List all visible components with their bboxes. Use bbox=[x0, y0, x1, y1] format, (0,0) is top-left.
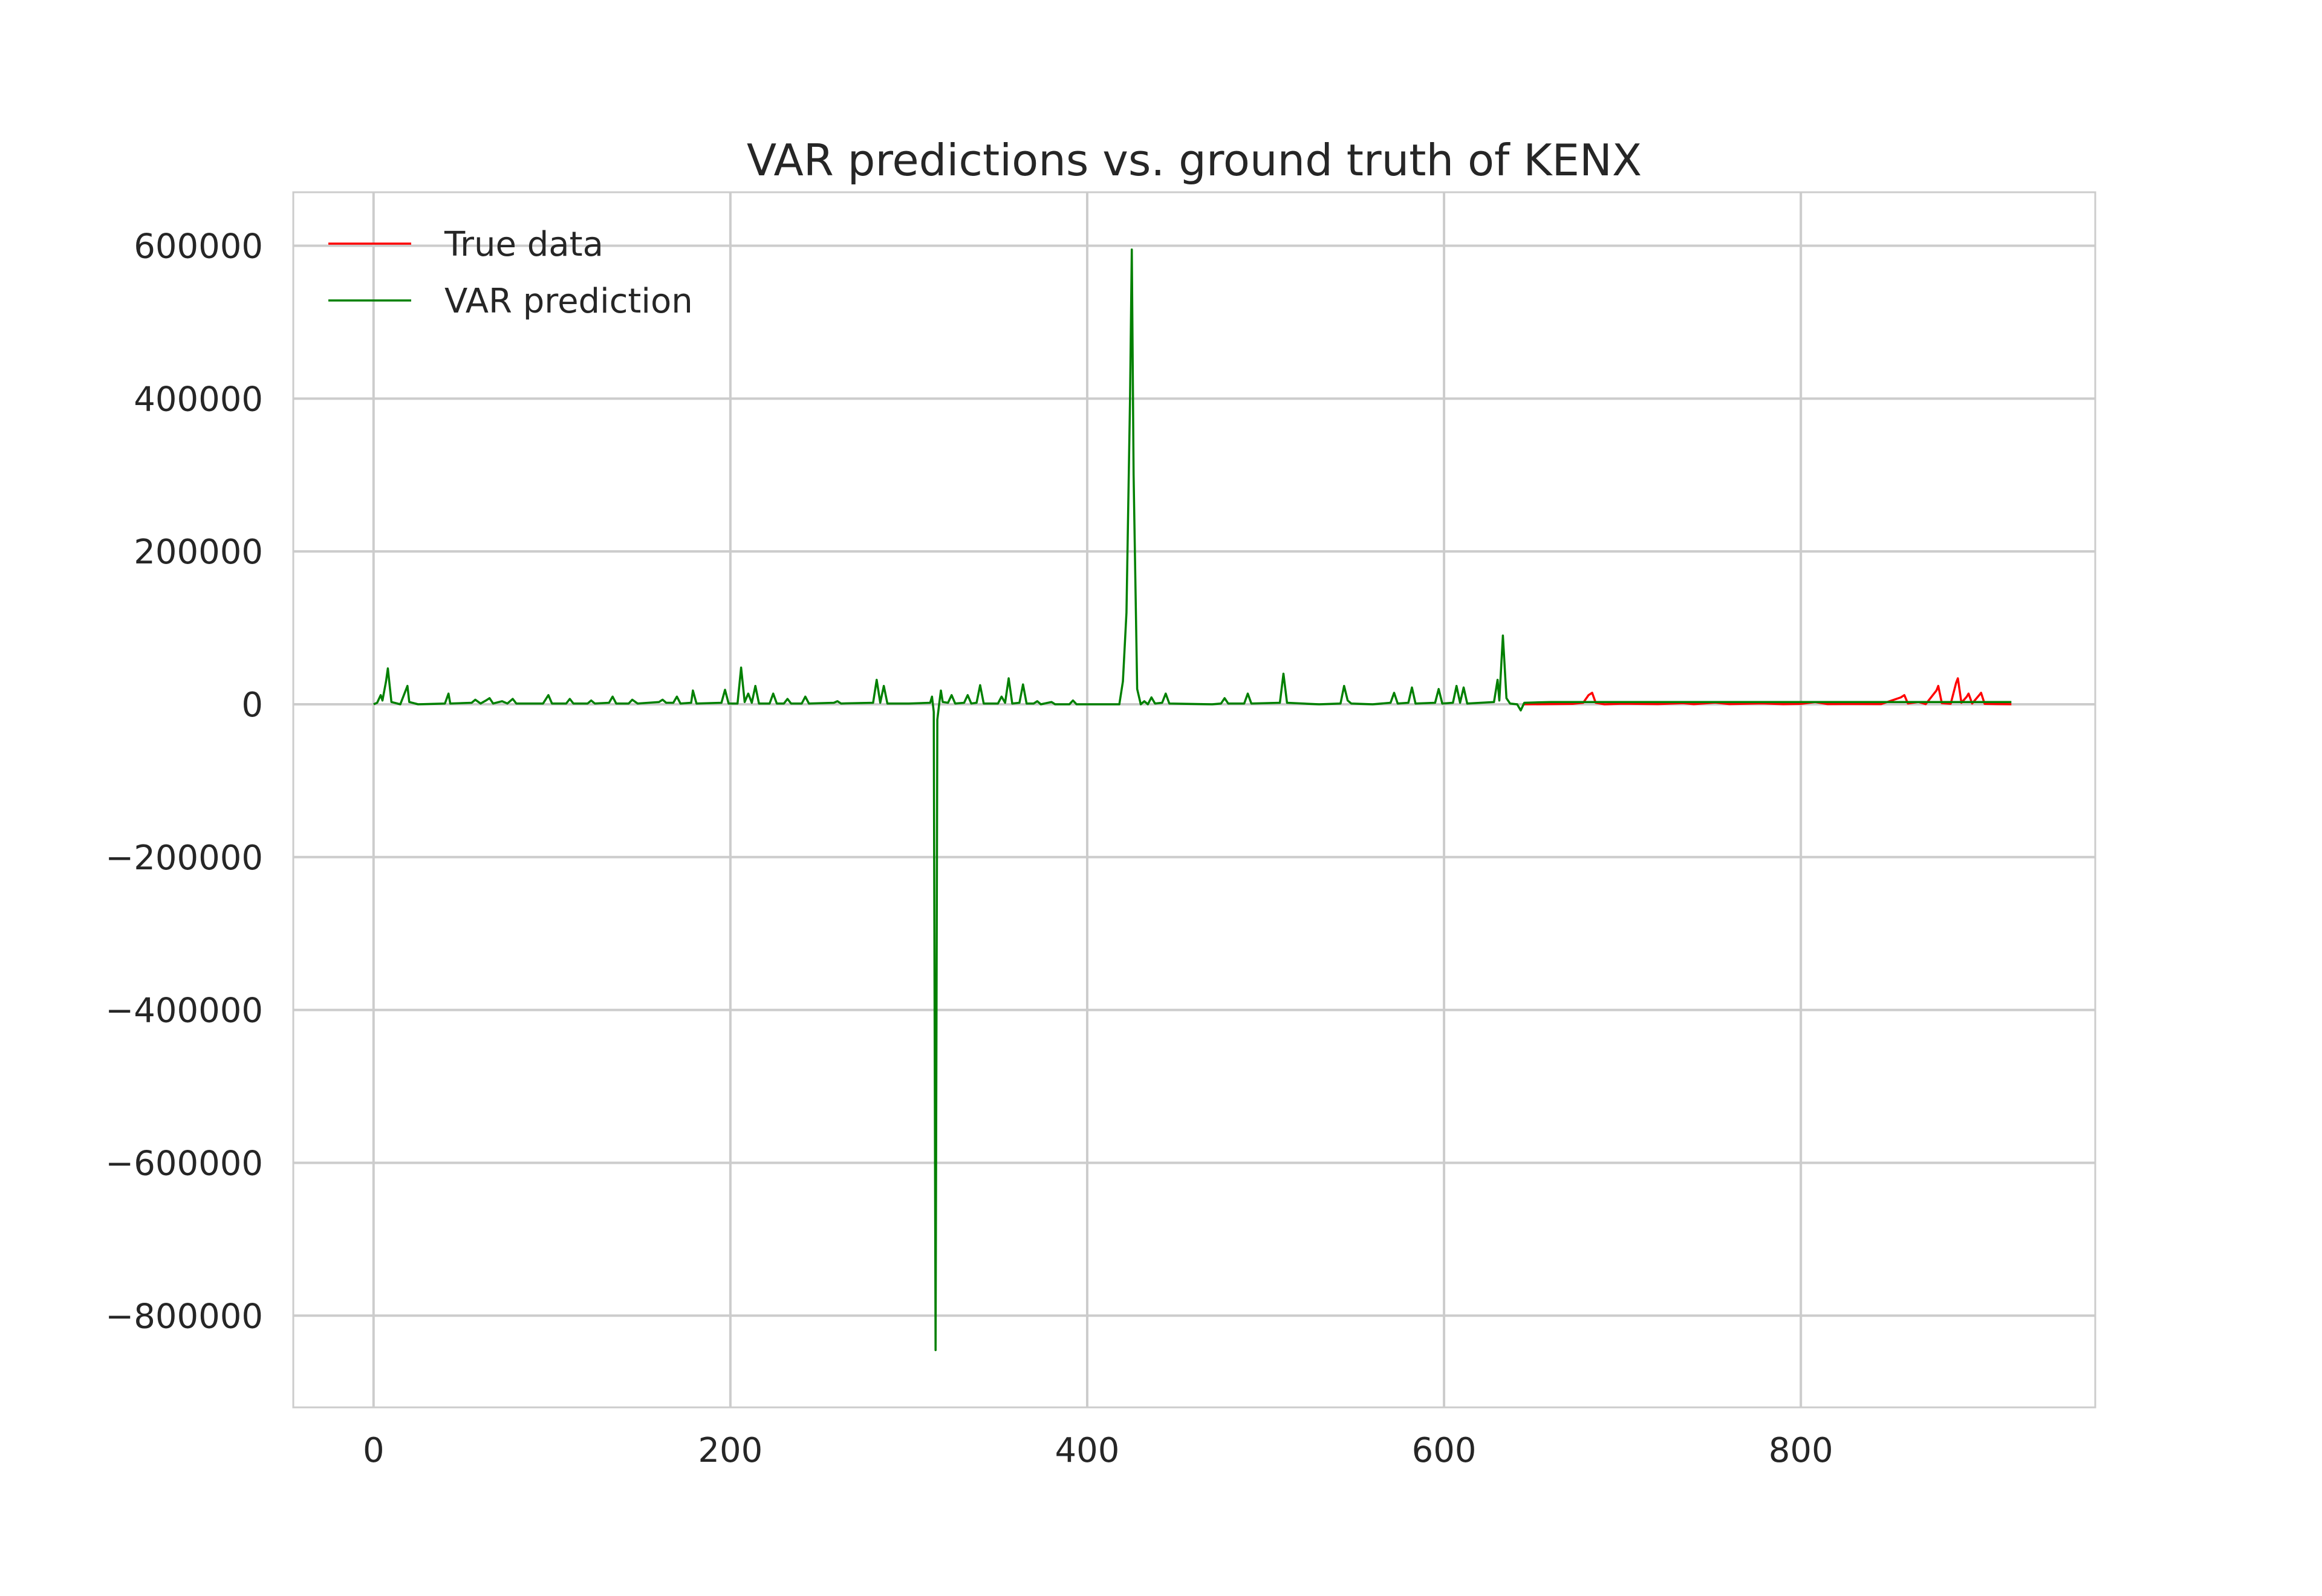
legend-label: True data bbox=[444, 225, 603, 264]
y-tick-label: 600000 bbox=[134, 227, 263, 266]
x-tick-label: 0 bbox=[363, 1431, 385, 1470]
x-tick-label: 600 bbox=[1412, 1431, 1477, 1470]
plot-frame bbox=[292, 191, 2096, 1409]
series-line-var-prediction bbox=[373, 248, 2012, 1351]
y-tick-label: 0 bbox=[241, 686, 263, 725]
y-tick-label: −600000 bbox=[105, 1144, 263, 1183]
x-tick-label: 200 bbox=[698, 1431, 763, 1470]
x-tick-labels: 0 200 400 600 800 bbox=[363, 1431, 1833, 1470]
x-tick-label: 800 bbox=[1769, 1431, 1833, 1470]
legend-label: VAR prediction bbox=[444, 282, 693, 321]
legend: True data VAR prediction bbox=[328, 225, 693, 321]
y-tick-label: −400000 bbox=[105, 991, 263, 1031]
y-tick-label: 400000 bbox=[134, 380, 263, 419]
y-tick-label: −200000 bbox=[105, 839, 263, 878]
y-tick-labels: 600000 400000 200000 0 −200000 −400000 −600000… bbox=[105, 227, 263, 1336]
x-gridlines bbox=[372, 192, 1803, 1407]
y-tick-label: −800000 bbox=[105, 1297, 263, 1336]
chart-title: VAR predictions vs. ground truth of KENX bbox=[747, 135, 1642, 186]
y-gridlines bbox=[293, 244, 2095, 1317]
series-line-true-data bbox=[1522, 677, 2012, 706]
y-tick-label: 200000 bbox=[134, 533, 263, 572]
x-tick-label: 400 bbox=[1055, 1431, 1120, 1470]
series-layer bbox=[373, 248, 2012, 1351]
